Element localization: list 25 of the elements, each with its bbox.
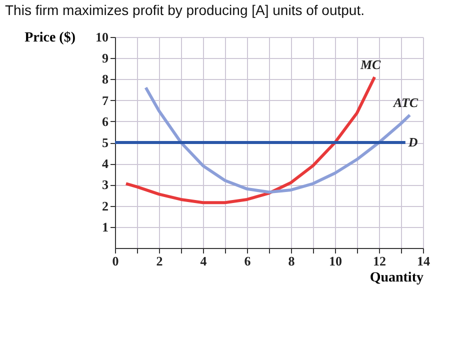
y-tick-label: 6 [102, 114, 109, 129]
y-tick-label: 5 [102, 135, 109, 150]
y-tick-label: 7 [102, 92, 109, 108]
x-tick-label: 8 [288, 254, 296, 268]
series-label: MC [359, 57, 382, 72]
y-tick-label: 9 [102, 50, 109, 66]
y-tick-label: 2 [102, 198, 108, 214]
x-tick-label: 6 [244, 254, 252, 268]
y-tick-label: 3 [102, 177, 109, 192]
y-axis-title: Price ($) [24, 30, 76, 46]
y-tick-label: 10 [96, 30, 108, 44]
x-tick-label: 4 [200, 254, 208, 268]
y-tick-label: 4 [102, 156, 109, 172]
x-tick-label: 12 [373, 254, 386, 268]
x-tick-label: 14 [417, 254, 430, 268]
line-series [124, 76, 376, 204]
x-axis-title: Quantity [370, 270, 424, 286]
x-tick-label: 10 [329, 254, 342, 268]
series-label: D [407, 134, 418, 150]
x-tick-label: 2 [156, 254, 163, 268]
x-tick-label: 0 [112, 254, 119, 268]
y-tick-label: 1 [102, 219, 108, 234]
chart-title: This firm maximizes profit by producing [A] units of output. [5, 2, 364, 18]
series-label: ATC [392, 95, 418, 110]
y-tick-label: 8 [102, 72, 109, 87]
